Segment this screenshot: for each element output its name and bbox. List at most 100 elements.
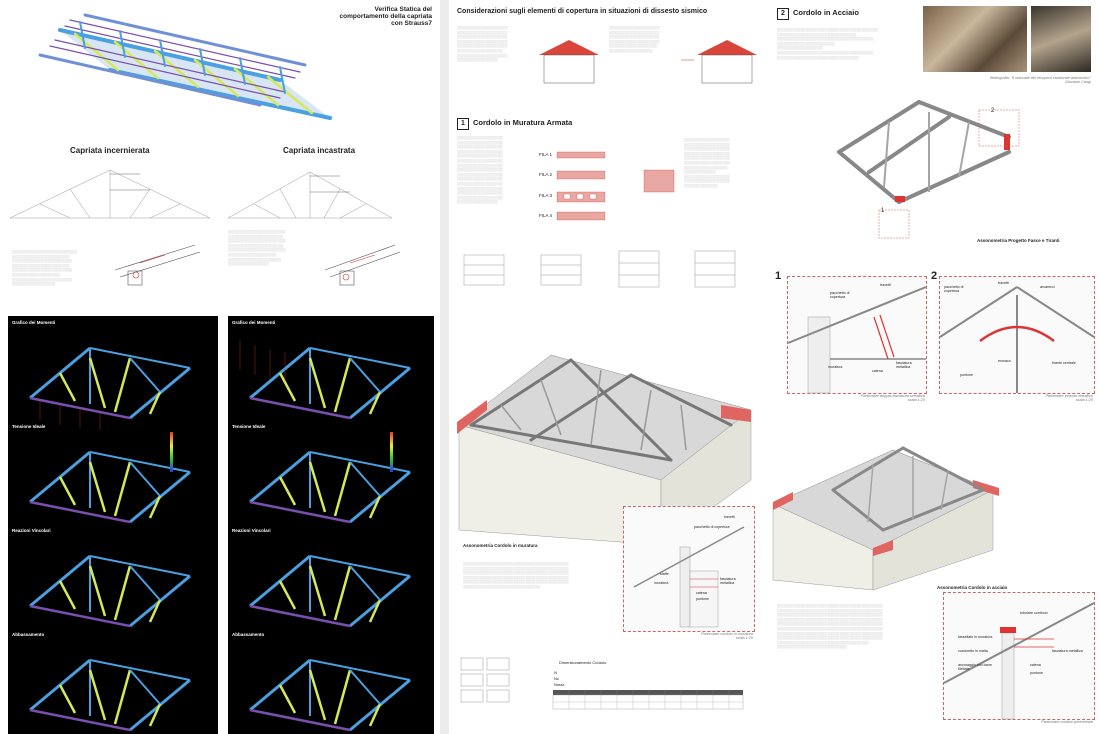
detail-acciaio: tubolare continuo tassellato in muratura… xyxy=(943,592,1095,720)
d2-travetti: travetti xyxy=(998,281,1009,285)
detail-1-caption: Particolare doppia fasciatura metallica … xyxy=(787,394,925,402)
da-cuscinetto: cuscinetto in malta xyxy=(958,649,988,653)
dm-catena: catena xyxy=(696,591,707,595)
d2-monaco: monaco xyxy=(998,359,1011,363)
da-ancoraggio: ancoraggio con barre filettate xyxy=(958,663,992,671)
roof-sketches xyxy=(539,40,757,84)
fila-4: FILA 4 xyxy=(539,213,553,218)
d1-muratura: muratura xyxy=(828,365,843,369)
d1-catena: catena xyxy=(872,369,883,373)
detail-1-number: 1 xyxy=(775,270,782,282)
truss-line-drawings xyxy=(9,169,393,219)
calc-nmax: Nmax xyxy=(554,682,565,687)
brick-rows xyxy=(556,151,675,221)
dm-muratura: muratura xyxy=(654,581,669,585)
photo-caption-2: Giovanni Cangi xyxy=(1065,80,1091,84)
fem-label-moments-r: Grafico dei Momenti xyxy=(232,320,276,325)
da-fasciatura: fasciatura metallica xyxy=(1052,649,1083,653)
intro-text-2: ░░░░░░░░░░░░░░░░░░░░░ ░░░░░░░░░░░░░░░░░░░… xyxy=(609,26,660,53)
callout-1-top: 1 xyxy=(881,208,885,214)
dm-pacchetto: pacchetto di copertura xyxy=(694,525,730,529)
photo-steel-band xyxy=(1031,6,1091,72)
joint-details xyxy=(114,244,401,286)
left-panel: Verifica Statica del comportamento della… xyxy=(0,0,440,734)
truss-hinged-title: Capriata incernierata xyxy=(70,146,150,155)
fem-label-stress-l: Tensione Ideale xyxy=(12,424,46,429)
truss-fixed-text: ░░░░░░░░░░░░░░░░░░░░░░░░ ░░░░░░░░░░░░░░░░… xyxy=(228,230,286,267)
d2-tirante: tirante centrale xyxy=(1052,361,1076,365)
calc-nc: Nc xyxy=(554,676,559,681)
section-2-title: 2 Cordolo in Acciaio xyxy=(777,8,859,20)
statics-title-line1: Verifica Statica del xyxy=(374,6,432,13)
fem-label-reactions-l: Reazioni Vincolari xyxy=(12,528,51,533)
dm-puntone: puntone xyxy=(696,597,709,601)
da-puntone: puntone xyxy=(1030,671,1043,675)
d2-arcarecci: arcarecci xyxy=(1040,285,1055,289)
da-catena: catena xyxy=(1030,663,1041,667)
d1-travetti: travetti xyxy=(880,283,891,287)
dm-caption-2: scala 1:20 xyxy=(735,636,753,640)
detail-1-box: pacchetto di copertura travetti muratura… xyxy=(787,276,927,394)
dm-fasciatura: fasciatura metallica xyxy=(720,577,736,585)
d2-caption-2: scala 1:20 xyxy=(1075,398,1093,402)
d1-fasciatura: fasciatura metallica xyxy=(896,361,912,369)
calc-title: Dimensionamento Cordolo xyxy=(559,660,607,665)
da-tassellato: tassellato in muratura xyxy=(958,635,993,639)
statics-title-line2: comportamento della capriata con Strauss… xyxy=(339,13,432,27)
d2-caption-1: Particolare innesto metallico xyxy=(1045,394,1093,398)
fem-trusses xyxy=(28,340,412,732)
fem-label-moments-l: Grafico dei Momenti xyxy=(12,320,56,325)
d1-pacchetto: pacchetto di copertura xyxy=(830,291,850,299)
detail-2-caption: Particolare innesto metallico scala 1:20 xyxy=(939,394,1093,402)
dm-travetti: travetti xyxy=(724,515,735,519)
section-1-title: 1 Cordolo in Muratura Armata xyxy=(457,118,572,130)
d2-puntone: puntone xyxy=(960,373,973,377)
intro-text-1: ░░░░░░░░░░░░░░░░░░░░░ ░░░░░░░░░░░░░░░░░░░… xyxy=(457,26,508,63)
section-2-text: ░░░░░░░░░░░░░░░░░░░░░░░░░░░░░░░░░░░░░░░░… xyxy=(777,28,878,60)
section-2-label: Cordolo in Acciaio xyxy=(793,8,859,17)
truss-hinged-text: ░░░░░░░░░░░░░░░░░░░░░░░░░░░ ░░░░░░░░░░░░░… xyxy=(12,250,77,287)
masonry-bond-sketches xyxy=(463,250,736,288)
photo-caption-1: Bibliografia: "Il manuale del recupero s… xyxy=(989,76,1091,80)
dm-staffe: staffe xyxy=(660,572,669,576)
section-1-text: ░░░░░░░░░░░░░░░░░░░ ░░░░░░░░░░░░░░░░░░░ ░░… xyxy=(457,136,503,205)
fila-3: FILA 3 xyxy=(539,193,553,198)
d1-caption-1: Particolare doppia fasciatura metallica xyxy=(860,394,925,398)
murature-text: ░░░░░░░░░░░░░░░░░░░░░░░░░░░░░░░░░░░░░░░░… xyxy=(463,562,569,589)
calc-sketches xyxy=(460,657,510,703)
section-2-num: 2 xyxy=(777,8,789,20)
detail-2-number: 2 xyxy=(931,270,938,282)
section-1-label: Cordolo in Muratura Armata xyxy=(473,118,573,127)
axo-acciaio-drawing xyxy=(772,446,999,591)
calc-n: N xyxy=(554,670,557,675)
fila-1: FILA 1 xyxy=(539,152,553,157)
callout-2-top: 2 xyxy=(991,108,995,114)
dm-caption-1: Particolare cordolo in muratura xyxy=(701,632,753,636)
fila-2: FILA 2 xyxy=(539,172,553,177)
detail-acc-caption: Particolare cordolo perimetrale xyxy=(943,720,1093,724)
photo-timber-roof xyxy=(923,6,1027,72)
statics-title: Verifica Statica del comportamento della… xyxy=(332,6,432,27)
axo-progetto-drawing xyxy=(837,100,1020,239)
da-tubolare: tubolare continuo xyxy=(1020,611,1048,615)
section-1-num: 1 xyxy=(457,118,469,130)
d2-pacchetto: pacchetto di copertura xyxy=(944,285,964,293)
axo-murature-label: Assonometria Cordolo in muratura xyxy=(463,543,538,548)
fem-label-deflection-r: Abbassamento xyxy=(232,632,265,637)
detail-murature: pacchetto di copertura travetti staffe m… xyxy=(623,506,755,632)
detail-2-box: pacchetto di copertura travetti arcarecc… xyxy=(939,276,1095,394)
acciaio-text: ░░░░░░░░░░░░░░░░░░░░░░░░░░░░░░░░░░░░░░░░… xyxy=(777,604,883,650)
section-1-text-2: ░░░░░░░░░░░░░░░░░░░ ░░░░░░░░░░░░░░░░░░░ ░░… xyxy=(684,138,730,188)
truss-fixed-title: Capriata incastrata xyxy=(283,146,356,155)
photo-caption: Bibliografia: "Il manuale del recupero s… xyxy=(939,76,1091,84)
da-caption-1: Particolare cordolo perimetrale xyxy=(1041,720,1093,724)
right-panel: Considerazioni sugli elementi di copertu… xyxy=(449,0,1100,734)
main-title: Considerazioni sugli elementi di copertu… xyxy=(457,8,708,15)
detail-mur-caption: Particolare cordolo in muratura scala 1:… xyxy=(659,632,753,640)
fem-label-reactions-r: Reazioni Vincolari xyxy=(232,528,271,533)
d1-caption-2: scala 1:20 xyxy=(907,398,925,402)
fem-label-stress-r: Tensione Ideale xyxy=(232,424,266,429)
fem-label-deflection-l: Abbassamento xyxy=(12,632,45,637)
roof-3d-model xyxy=(38,13,332,120)
axo-acciaio-label: Assonometria Cordolo in acciaio xyxy=(937,585,1008,590)
